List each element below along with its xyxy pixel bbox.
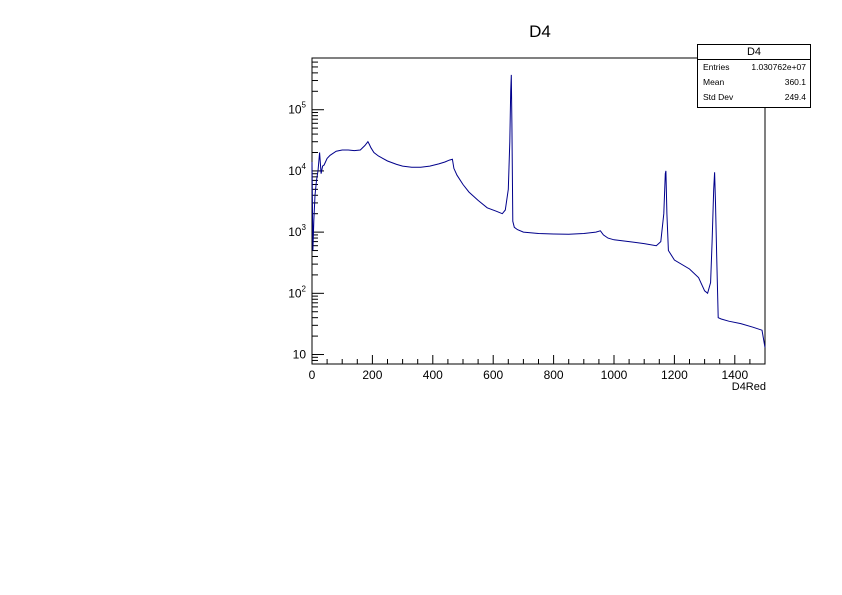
stats-label: Entries [703, 62, 730, 72]
x-axis: 0 200 400 600 800 1000 1200 1400 [309, 355, 766, 382]
x-tick-label: 600 [483, 368, 503, 382]
x-axis-label: D4Red [731, 381, 766, 393]
x-tick-label: 1000 [601, 368, 628, 382]
stats-label: Std Dev [703, 92, 734, 102]
y-tick-label: 103 [288, 223, 306, 239]
stats-row-stddev: Std Dev 249.4 [698, 90, 810, 105]
x-tick-label: 1200 [661, 368, 688, 382]
x-tick-label: 0 [309, 368, 316, 382]
stats-row-mean: Mean 360.1 [698, 75, 810, 90]
stats-value: 249.4 [784, 92, 806, 102]
chart-title: D4 [529, 22, 551, 41]
x-tick-label: 800 [544, 368, 564, 382]
stats-box-title: D4 [698, 45, 810, 60]
stats-value: 1.030762e+07 [751, 62, 806, 72]
x-tick-label: 200 [362, 368, 382, 382]
y-axis: 10 102 103 104 105 [288, 57, 324, 365]
stats-row-entries: Entries 1.030762e+07 [698, 60, 810, 75]
x-tick-label: 1400 [721, 368, 748, 382]
y-tick-label: 102 [288, 284, 306, 300]
x-tick-label: 400 [423, 368, 443, 382]
y-tick-label: 105 [288, 101, 306, 117]
stats-box: D4 Entries 1.030762e+07 Mean 360.1 Std D… [697, 44, 811, 108]
stats-label: Mean [703, 77, 725, 87]
y-tick-label: 10 [293, 348, 307, 362]
histogram-line [311, 74, 766, 348]
y-tick-label: 104 [288, 162, 306, 178]
stats-value: 360.1 [784, 77, 806, 87]
